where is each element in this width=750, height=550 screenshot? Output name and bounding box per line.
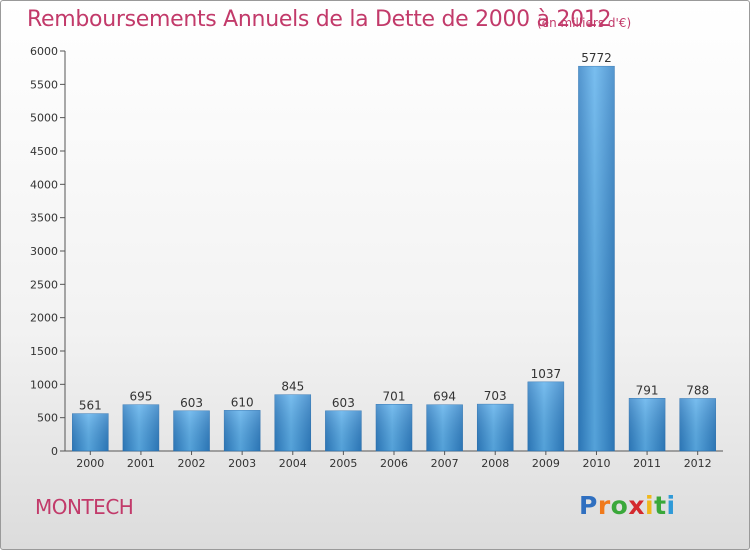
y-tick-label: 2500 [30,278,58,291]
bar-shade-2002 [173,410,210,451]
x-tick-label-2001: 2001 [127,457,155,470]
bar-shade-2009 [527,381,564,451]
x-tick-label-2007: 2007 [431,457,459,470]
data-label-2011: 791 [636,383,659,397]
logo-letter: i [645,491,655,520]
bar-shade-2012 [679,398,716,451]
bar-shade-2003 [224,410,261,451]
bar-shade-2001 [122,404,159,451]
bar-shade-2010 [578,66,615,451]
bar-shade-2007 [426,404,463,451]
x-tick-label-2012: 2012 [684,457,712,470]
logo-letter: i [666,491,676,520]
proxiti-logo: Proxiti [579,491,676,520]
y-tick-label: 6000 [30,45,58,58]
data-label-2010: 5772 [581,51,612,65]
data-label-2012: 788 [686,383,709,397]
bar-shade-2004 [274,394,311,451]
chart-title: Remboursements Annuels de la Dette de 20… [27,7,612,32]
data-label-2009: 1037 [531,367,562,381]
bar-shade-2000 [72,413,109,451]
bar-shade-2005 [325,410,362,451]
x-tick-label-2006: 2006 [380,457,408,470]
commune-name: MONTECH [35,495,134,519]
x-tick-label-2003: 2003 [228,457,256,470]
chart-subtitle: (en milliers d'€) [537,16,632,30]
x-tick-label-2009: 2009 [532,457,560,470]
logo-letter: r [597,491,611,520]
x-tick-label-2002: 2002 [178,457,206,470]
data-label-2002: 603 [180,396,203,410]
data-label-2006: 701 [383,389,406,403]
logo-letter: t [654,491,667,520]
logo-letter: x [628,491,645,520]
x-tick-label-2011: 2011 [633,457,661,470]
data-label-2005: 603 [332,396,355,410]
y-tick-label: 5000 [30,112,58,125]
data-label-2001: 695 [129,390,152,404]
y-tick-label: 1000 [30,378,58,391]
data-label-2003: 610 [231,395,254,409]
data-label-2000: 561 [79,399,102,413]
x-tick-label-2008: 2008 [481,457,509,470]
y-tick-label: 2000 [30,312,58,325]
x-tick-label-2005: 2005 [329,457,357,470]
x-tick-label-2010: 2010 [582,457,610,470]
bar-shade-2011 [629,398,666,451]
y-tick-label: 0 [51,445,58,458]
data-label-2007: 694 [433,390,456,404]
x-tick-label-2004: 2004 [279,457,307,470]
y-tick-label: 1500 [30,345,58,358]
bar-shade-2006 [376,404,412,451]
bar-shade-2008 [477,404,514,451]
data-label-2008: 703 [484,389,507,403]
y-tick-label: 4500 [30,145,58,158]
data-label-2004: 845 [281,380,304,394]
y-tick-label: 500 [37,412,58,425]
y-tick-label: 3500 [30,212,58,225]
y-tick-label: 4000 [30,178,58,191]
y-tick-label: 3000 [30,245,58,258]
logo-letter: P [579,491,598,520]
x-tick-label-2000: 2000 [76,457,104,470]
logo-letter: o [610,491,629,520]
y-tick-label: 5500 [30,78,58,91]
